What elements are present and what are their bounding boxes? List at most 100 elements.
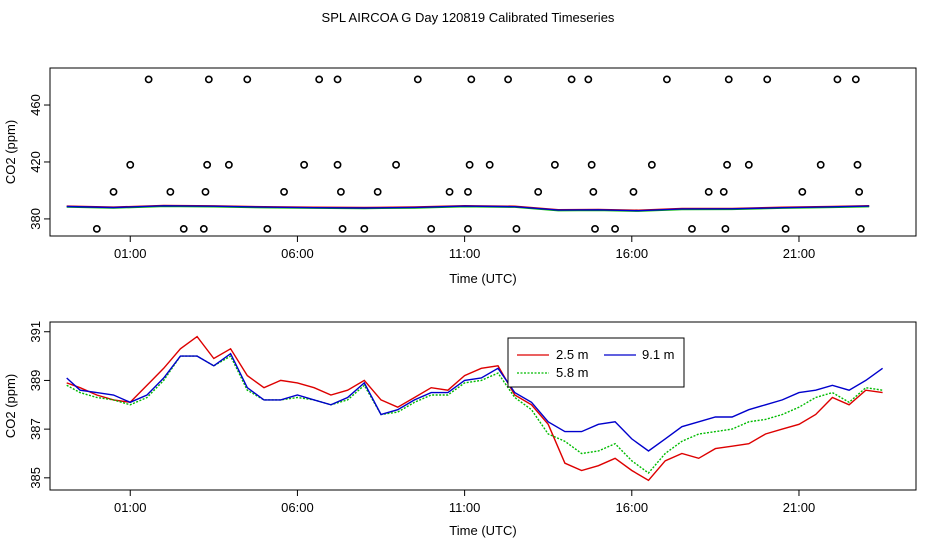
top-x-tick-label: 01:00 — [114, 246, 147, 261]
top-x-tick-label: 21:00 — [783, 246, 816, 261]
chart-title: SPL AIRCOA G Day 120819 Calibrated Times… — [322, 10, 615, 25]
outlier-point — [445, 187, 454, 196]
outlier-point — [179, 224, 188, 233]
outlier-point — [166, 187, 175, 196]
bottom-y-axis-label: CO2 (ppm) — [3, 374, 18, 438]
outlier-point — [199, 224, 208, 233]
outlier-point — [591, 224, 599, 233]
outlier-point — [853, 160, 862, 169]
legend-label-2.5m: 2.5 m — [556, 347, 589, 362]
outlier-point — [333, 75, 342, 84]
outlier-point — [204, 75, 213, 84]
bottom-x-axis-label: Time (UTC) — [449, 523, 516, 538]
outlier-point — [464, 187, 472, 196]
outlier-point — [589, 187, 598, 196]
outlier-point — [781, 224, 790, 233]
outlier-point — [550, 160, 559, 169]
outlier-point — [851, 75, 860, 84]
bottom-x-tick-label: 16:00 — [616, 500, 649, 515]
outlier-point — [109, 187, 118, 196]
top-x-tick-label: 06:00 — [281, 246, 314, 261]
bottom-y-tick-label: 387 — [28, 418, 43, 440]
outlier-point — [224, 160, 233, 169]
outlier-point — [467, 75, 476, 84]
outlier-point — [512, 224, 521, 233]
outlier-point — [280, 187, 288, 196]
bottom-x-axis: 01:00 06:00 11:00 16:00 21:00 — [114, 490, 815, 515]
outlier-point — [144, 75, 153, 84]
top-y-tick-label: 380 — [28, 208, 43, 230]
bottom-panel: 01:00 06:00 11:00 16:00 21:00 385 387 389 391 T… — [3, 321, 917, 538]
outlier-point — [723, 160, 731, 169]
outlier-point — [392, 160, 400, 169]
outlier-point — [333, 160, 342, 169]
outlier-point — [485, 160, 494, 169]
outlier-point — [611, 224, 619, 233]
outlier-point — [243, 75, 252, 84]
outlier-point — [300, 160, 309, 169]
bottom-series-lines — [66, 335, 884, 482]
bottom-x-tick-label: 11:00 — [449, 500, 481, 515]
top-y-tick-label: 420 — [28, 151, 43, 173]
outlier-point — [567, 75, 576, 84]
bottom-y-tick-label: 391 — [28, 321, 43, 343]
outlier-point — [413, 75, 422, 84]
series-line-2.5m — [66, 335, 883, 482]
outlier-point — [427, 224, 436, 233]
outlier-point — [315, 75, 324, 84]
outlier-point — [855, 187, 864, 196]
outlier-point — [504, 75, 512, 84]
outlier-point — [856, 224, 865, 233]
outlier-point — [534, 187, 543, 196]
outlier-point — [833, 75, 842, 84]
outlier-point — [126, 160, 135, 169]
top-baseline-series — [66, 204, 870, 212]
bottom-y-tick-label: 389 — [28, 370, 43, 392]
top-baseline-s91 — [66, 205, 870, 212]
outlier-point — [721, 224, 730, 233]
bottom-x-tick-label: 21:00 — [783, 500, 816, 515]
outlier-point — [263, 224, 272, 233]
series-line-9.1m — [66, 352, 884, 452]
bottom-y-axis: 385 387 389 391 — [28, 321, 50, 489]
top-outlier-points — [92, 75, 865, 233]
top-y-axis: 380 420 460 — [28, 94, 50, 230]
outlier-point — [92, 224, 101, 233]
top-y-axis-label: CO2 (ppm) — [3, 120, 18, 184]
top-x-axis-label: Time (UTC) — [449, 271, 516, 286]
legend-label-5.8m: 5.8 m — [556, 365, 589, 380]
outlier-point — [763, 75, 772, 84]
top-y-tick-label: 460 — [28, 94, 43, 116]
top-panel: 01:00 06:00 11:00 16:00 21:00 380 420 460 Time… — [3, 67, 917, 286]
outlier-point — [373, 187, 382, 196]
outlier-point — [719, 187, 728, 196]
outlier-point — [662, 75, 671, 84]
outlier-point — [744, 160, 753, 169]
legend-label-9.1m: 9.1 m — [642, 347, 675, 362]
bottom-plot-frame — [49, 321, 917, 491]
legend-box — [507, 337, 685, 388]
outlier-point — [798, 187, 807, 196]
outlier-point — [465, 160, 474, 169]
bottom-x-tick-label: 01:00 — [114, 500, 147, 515]
top-x-tick-label: 11:00 — [449, 246, 481, 261]
outlier-point — [629, 187, 638, 196]
outlier-point — [203, 160, 212, 169]
outlier-point — [688, 224, 696, 233]
outlier-point — [338, 224, 347, 233]
bottom-y-tick-label: 385 — [28, 467, 43, 489]
outlier-point — [464, 224, 472, 233]
outlier-point — [201, 187, 210, 196]
outlier-point — [704, 187, 713, 196]
outlier-point — [360, 224, 369, 233]
outlier-point — [584, 75, 593, 84]
outlier-point — [336, 187, 345, 196]
outlier-point — [647, 160, 656, 169]
top-x-axis: 01:00 06:00 11:00 16:00 21:00 — [114, 236, 815, 261]
series-line-5.8m — [66, 355, 883, 474]
top-plot-frame — [49, 67, 917, 237]
outlier-point — [587, 160, 596, 169]
outlier-point — [816, 160, 825, 169]
outlier-point — [724, 75, 733, 84]
